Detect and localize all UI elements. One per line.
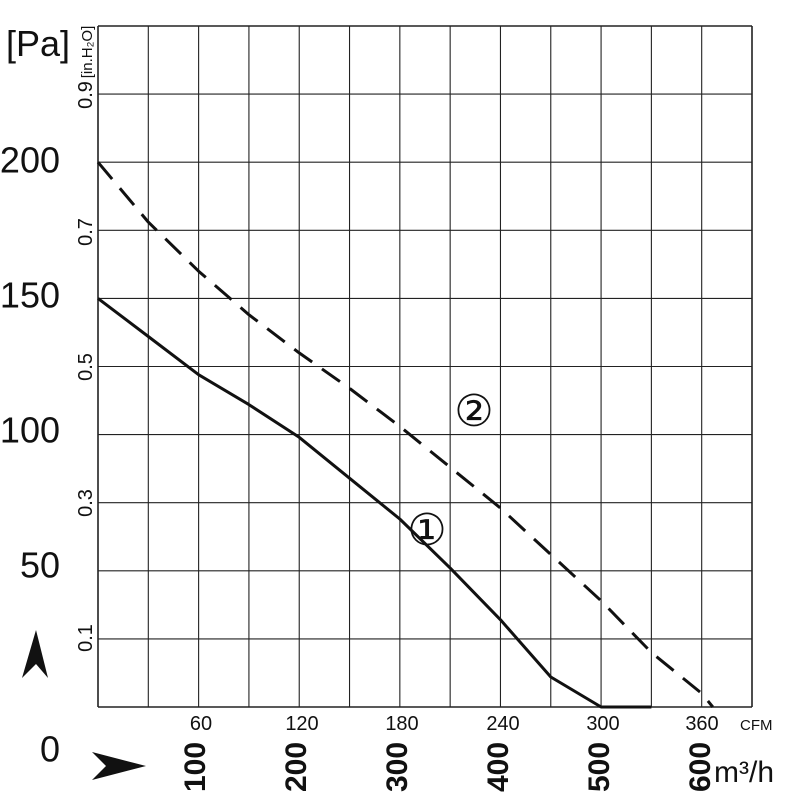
cfm-tick-label: 240 — [486, 713, 519, 735]
m3h-unit-label: m³/h — [714, 756, 774, 789]
cfm-tick-label: 360 — [685, 713, 718, 735]
pa-tick-label: 200 — [0, 140, 60, 181]
inh2o-tick-label: 0.1 — [75, 624, 97, 652]
pa-tick-label: 0 — [40, 729, 60, 770]
inh2o-tick-label: 0.9 — [75, 81, 97, 109]
m3h-tick-label: 300 — [381, 742, 414, 792]
up-arrow-icon — [22, 630, 48, 678]
inh2o-unit-label: [in.H₂O] — [79, 26, 96, 79]
inh2o-tick-label: 0.7 — [75, 218, 97, 246]
labels: ① ② [Pa] 0 50 100 150 200 0.1 0.3 0.5 0.7 0.9 [in.H₂O… — [0, 23, 774, 792]
inh2o-tick-label: 0.5 — [75, 353, 97, 381]
pa-tick-label: 150 — [0, 275, 60, 316]
cfm-unit-label: CFM — [740, 717, 773, 734]
inh2o-tick-label: 0.3 — [75, 489, 97, 517]
m3h-tick-label: 100 — [179, 742, 212, 792]
right-arrow-icon — [92, 752, 146, 780]
pa-tick-label: 100 — [0, 410, 60, 451]
pa-unit-label: [Pa] — [6, 23, 70, 64]
m3h-tick-label: 200 — [280, 742, 313, 792]
series-line-2 — [96, 161, 714, 708]
cfm-tick-label: 120 — [285, 713, 318, 735]
cfm-tick-label: 300 — [586, 713, 619, 735]
cfm-tick-label: 180 — [385, 713, 418, 735]
series-label-1: ① — [407, 505, 446, 556]
cfm-tick-label: 60 — [190, 713, 212, 735]
pa-tick-label: 50 — [20, 545, 60, 586]
grid — [97, 25, 753, 708]
axis-arrows — [22, 630, 146, 780]
series-line-1 — [97, 297, 652, 709]
curves — [96, 161, 714, 709]
series-label-2: ② — [454, 386, 493, 437]
m3h-tick-label: 500 — [583, 742, 616, 792]
m3h-tick-label: 600 — [684, 742, 717, 792]
m3h-tick-label: 400 — [482, 742, 515, 792]
